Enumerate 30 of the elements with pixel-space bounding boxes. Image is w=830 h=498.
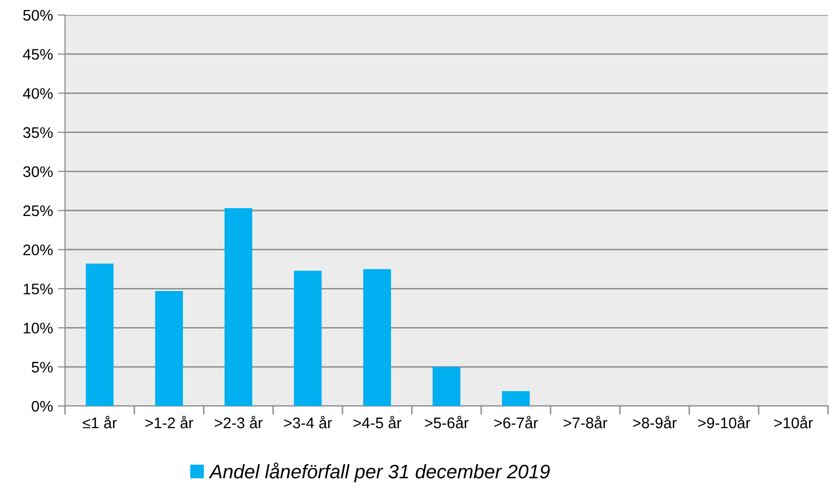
bar — [432, 366, 460, 406]
y-tick-label: 15% — [24, 284, 53, 294]
bar — [502, 391, 530, 406]
x-tick-label: >1-2 år — [145, 416, 194, 428]
x-tick-label: ≤1 år — [82, 416, 117, 428]
y-tick-label: 30% — [23, 166, 53, 178]
bar — [155, 291, 183, 406]
bar — [224, 208, 252, 406]
y-tick-label: 25% — [23, 205, 53, 216]
y-tick-label: 50% — [23, 10, 53, 21]
x-tick-label: >6-7år — [494, 416, 538, 428]
y-tick-label: 10% — [24, 322, 53, 334]
y-tick-label: 20% — [23, 244, 53, 256]
bar — [363, 269, 392, 406]
x-tick-label: >9-10år — [698, 416, 750, 428]
x-tick-label: >7-8år — [564, 416, 608, 428]
y-tick-label: 0% — [32, 400, 53, 412]
x-tick-label: >10år — [774, 416, 813, 428]
x-tick-label: >3-4 år — [284, 416, 332, 428]
x-tick-label: >8-9år — [633, 416, 677, 428]
y-tick-label: 35% — [23, 127, 53, 138]
x-tick-label: >5-6år — [424, 416, 469, 428]
y-tick-label: 5% — [32, 362, 53, 373]
y-tick-label: 40% — [22, 88, 53, 99]
x-tick-label: >2-3 år — [214, 416, 263, 428]
bar — [86, 264, 114, 406]
x-tick-label: >4-5 år — [353, 416, 402, 428]
y-tick-label: 45% — [22, 49, 53, 60]
bar — [294, 270, 322, 406]
legend-label: Andel låneförfall per 31 december 2019 — [208, 462, 550, 482]
